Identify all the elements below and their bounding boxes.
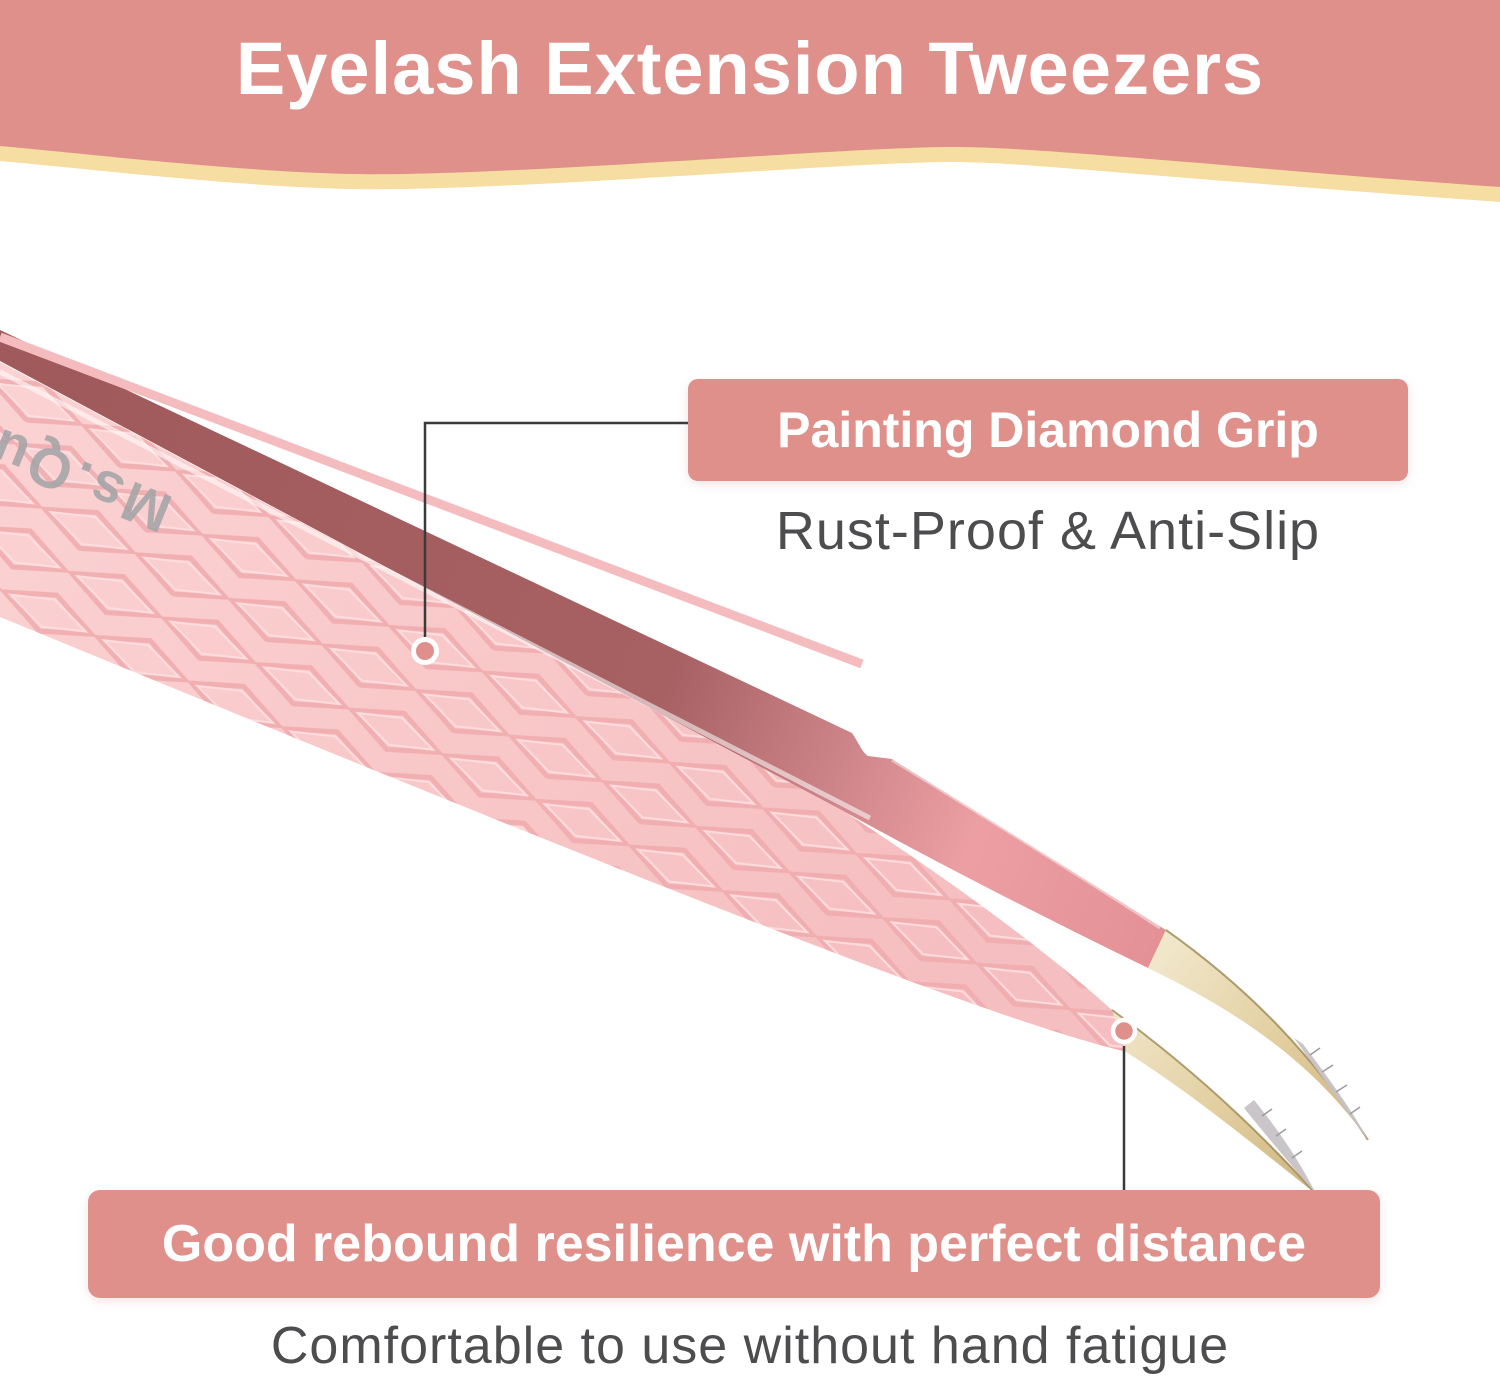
tweezer-front-tip: [1112, 1010, 1316, 1194]
tweezer-back-tip: [1148, 930, 1368, 1140]
callout-grip-label: Painting Diamond Grip: [777, 402, 1319, 458]
front-tip-edge-line: [1111, 1009, 1317, 1195]
front-tip-silver-etching: [1244, 1100, 1316, 1194]
front-face-top-sheen: [0, 369, 872, 821]
header-banner: [0, 0, 1500, 187]
tweezer-top-edge-highlight: [0, 332, 864, 669]
front-tip-etch-marks: [1261, 1108, 1303, 1159]
rebound-marker-dot: [1110, 1017, 1138, 1045]
grip-leader-line: [423, 421, 688, 637]
back-tip-silver-etching: [1294, 1038, 1368, 1140]
grip-subtext: Rust-Proof & Anti-Slip: [775, 501, 1321, 561]
callout-rebound: Good rebound resilience with perfect dis…: [88, 1190, 1380, 1298]
tweezer-back-arm: [0, 330, 1166, 968]
back-tip-etch-marks: [1309, 1047, 1361, 1115]
rebound-subtext: Comfortable to use without hand fatigue: [270, 1317, 1230, 1375]
diamond-grip-texture: [0, 362, 1128, 1052]
page-title: Eyelash Extension Tweezers: [235, 27, 1265, 110]
back-arm-sheen: [891, 758, 1161, 930]
callout-rebound-label: Good rebound resilience with perfect dis…: [161, 1215, 1307, 1273]
grip-marker-dot: [411, 637, 439, 665]
callout-grip: Painting Diamond Grip: [688, 379, 1408, 481]
